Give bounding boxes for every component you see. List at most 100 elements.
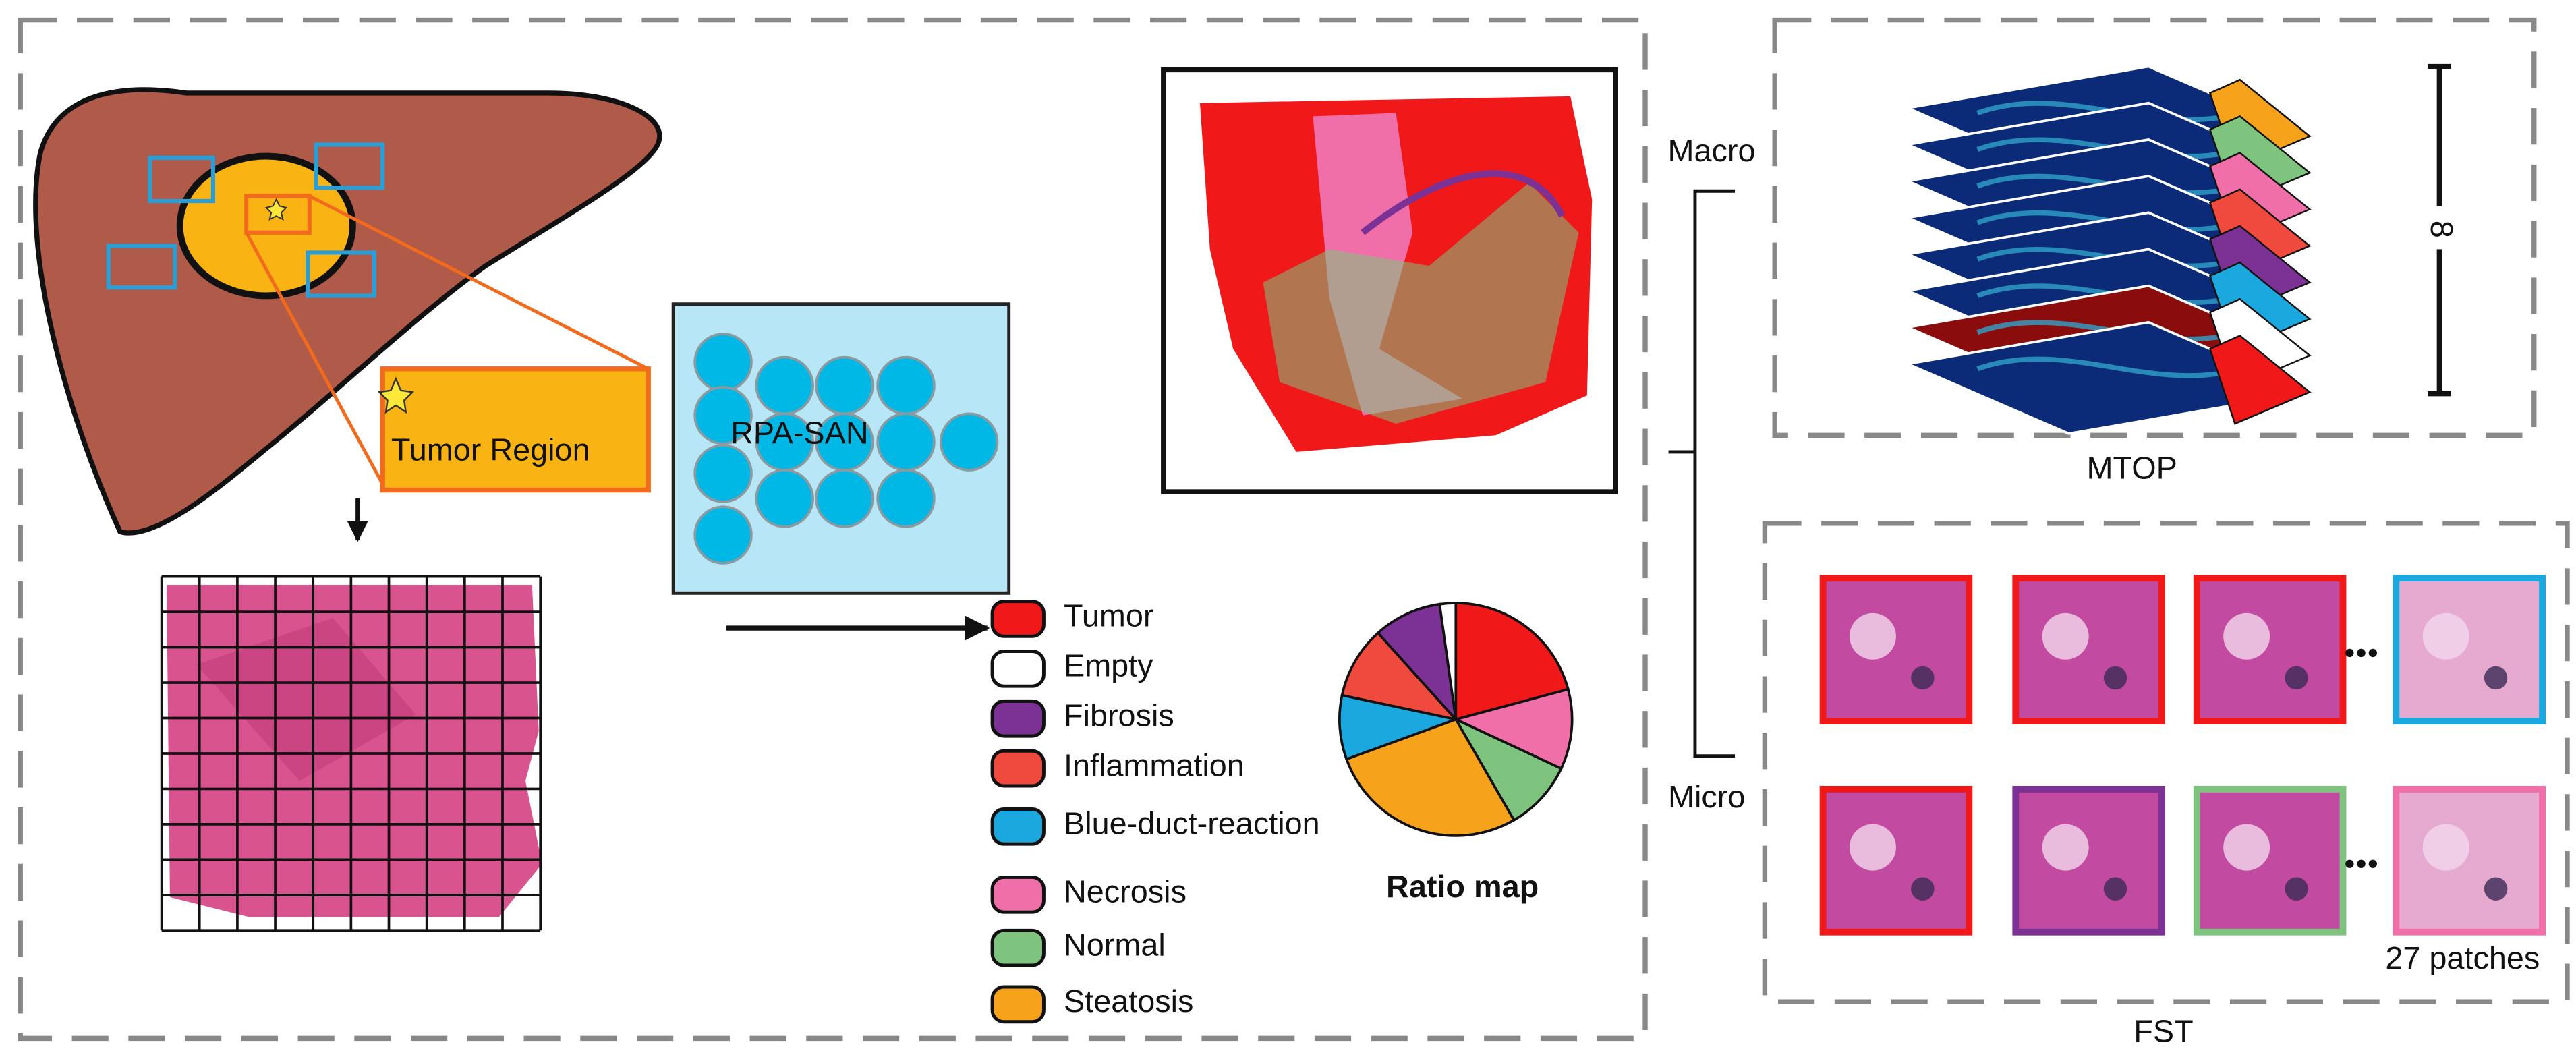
tissue-map-region	[1263, 182, 1579, 424]
node	[939, 412, 999, 472]
pie-slice	[1340, 631, 1460, 722]
pie-slice	[1438, 602, 1458, 720]
patch-texture	[2042, 612, 2089, 660]
model-label: RPA-SAN	[731, 416, 869, 451]
patch	[2193, 785, 2347, 936]
star	[377, 376, 415, 414]
wsi	[166, 584, 542, 917]
map-layer-texture	[1976, 173, 2227, 196]
patch-texture	[2223, 612, 2270, 660]
patch	[1819, 575, 1973, 724]
pie-slice	[1452, 687, 1574, 770]
tissue-map-region	[1361, 170, 1566, 235]
map-layer-texture	[1976, 283, 2227, 306]
ellipsis	[2345, 648, 2377, 868]
patch-texture	[2422, 612, 2469, 660]
sample-regions	[106, 142, 385, 298]
patch-texture	[2042, 824, 2089, 871]
patch-texture	[2484, 666, 2508, 690]
legend-swatch	[990, 699, 1046, 738]
star	[264, 198, 288, 221]
patch	[1819, 785, 1973, 936]
legend-label: Normal	[1064, 927, 1166, 962]
macro-label: Macro	[1668, 133, 1756, 168]
map-layer-texture	[1976, 137, 2227, 159]
patch-texture	[1849, 612, 1896, 660]
legend-label: Blue-duct-reaction	[1064, 805, 1320, 840]
legend: Tumor Empty Fibrosis Inflammation Blue-duct-…	[990, 598, 1320, 1024]
mtop-stack	[1903, 65, 2314, 435]
legend-swatch	[990, 650, 1046, 688]
legend-label: Inflammation	[1064, 747, 1244, 782]
legend-label: Tumor	[1064, 598, 1153, 633]
patch	[2393, 785, 2546, 936]
patch-texture	[2422, 824, 2469, 871]
model-nodes	[693, 333, 999, 565]
bracket	[1668, 189, 1736, 758]
map-layer-texture	[1976, 210, 2227, 232]
depth-label: 8	[2424, 221, 2459, 238]
pie-slice	[1344, 718, 1516, 837]
node	[693, 505, 753, 565]
node	[876, 355, 936, 416]
legend-label: Fibrosis	[1064, 697, 1174, 733]
left-panel	[18, 17, 1648, 1042]
patch-texture	[2285, 877, 2308, 901]
node	[693, 333, 753, 392]
pie-caption: Ratio map	[1386, 869, 1539, 904]
ratio-pie	[1338, 602, 1574, 837]
mtop-panel	[1772, 17, 2537, 438]
legend-swatch	[990, 600, 1046, 638]
legend-label: Necrosis	[1064, 874, 1186, 909]
patch-texture	[1911, 877, 1935, 901]
patch	[2193, 575, 2347, 724]
legend-label: Steatosis	[1064, 983, 1193, 1019]
tumor	[176, 152, 356, 300]
patch	[2012, 575, 2165, 724]
micro-label: Micro	[1668, 779, 1745, 814]
patch	[2393, 575, 2546, 724]
patch-texture	[1911, 666, 1935, 690]
callout-label: Tumor Region	[391, 432, 590, 467]
patch-grid	[160, 575, 542, 932]
patch-texture	[2103, 666, 2127, 690]
pie-slice	[1454, 602, 1570, 721]
zoom-line	[245, 231, 388, 491]
node	[815, 469, 874, 528]
zoom-source	[244, 194, 312, 235]
legend-swatch	[990, 928, 1046, 967]
patch	[2012, 785, 2165, 936]
legend-label: Empty	[1064, 648, 1153, 683]
wsi-texture	[196, 618, 416, 781]
node	[693, 386, 753, 445]
map-layer-texture	[1976, 356, 2227, 378]
patch-count: 27 patches	[2385, 940, 2540, 975]
legend-swatch	[990, 749, 1046, 788]
legend-swatch	[990, 985, 1046, 1024]
patch-texture	[2285, 666, 2308, 690]
patch-texture	[1849, 824, 1896, 871]
pie-slice	[1452, 716, 1563, 822]
layer-tab	[2208, 335, 2312, 425]
node	[876, 412, 936, 472]
pie-slice	[1338, 693, 1460, 761]
node	[755, 469, 814, 528]
map-layer-texture	[1976, 101, 2227, 123]
patches	[1819, 575, 2546, 936]
node	[876, 469, 936, 528]
node	[693, 444, 753, 503]
mtop-label: MTOP	[2087, 450, 2177, 485]
legend-swatch	[990, 807, 1046, 846]
scale-gap	[2419, 206, 2459, 250]
pie-slice	[1376, 602, 1458, 724]
fst-panel	[1762, 521, 2570, 1004]
callout-box	[380, 366, 651, 493]
patch-texture	[2223, 824, 2270, 871]
map-layer-texture	[1976, 320, 2227, 342]
map-layer-texture	[1976, 247, 2227, 269]
zoom-line	[308, 194, 650, 370]
legend-swatch	[990, 875, 1046, 914]
patch-texture	[2484, 877, 2508, 901]
